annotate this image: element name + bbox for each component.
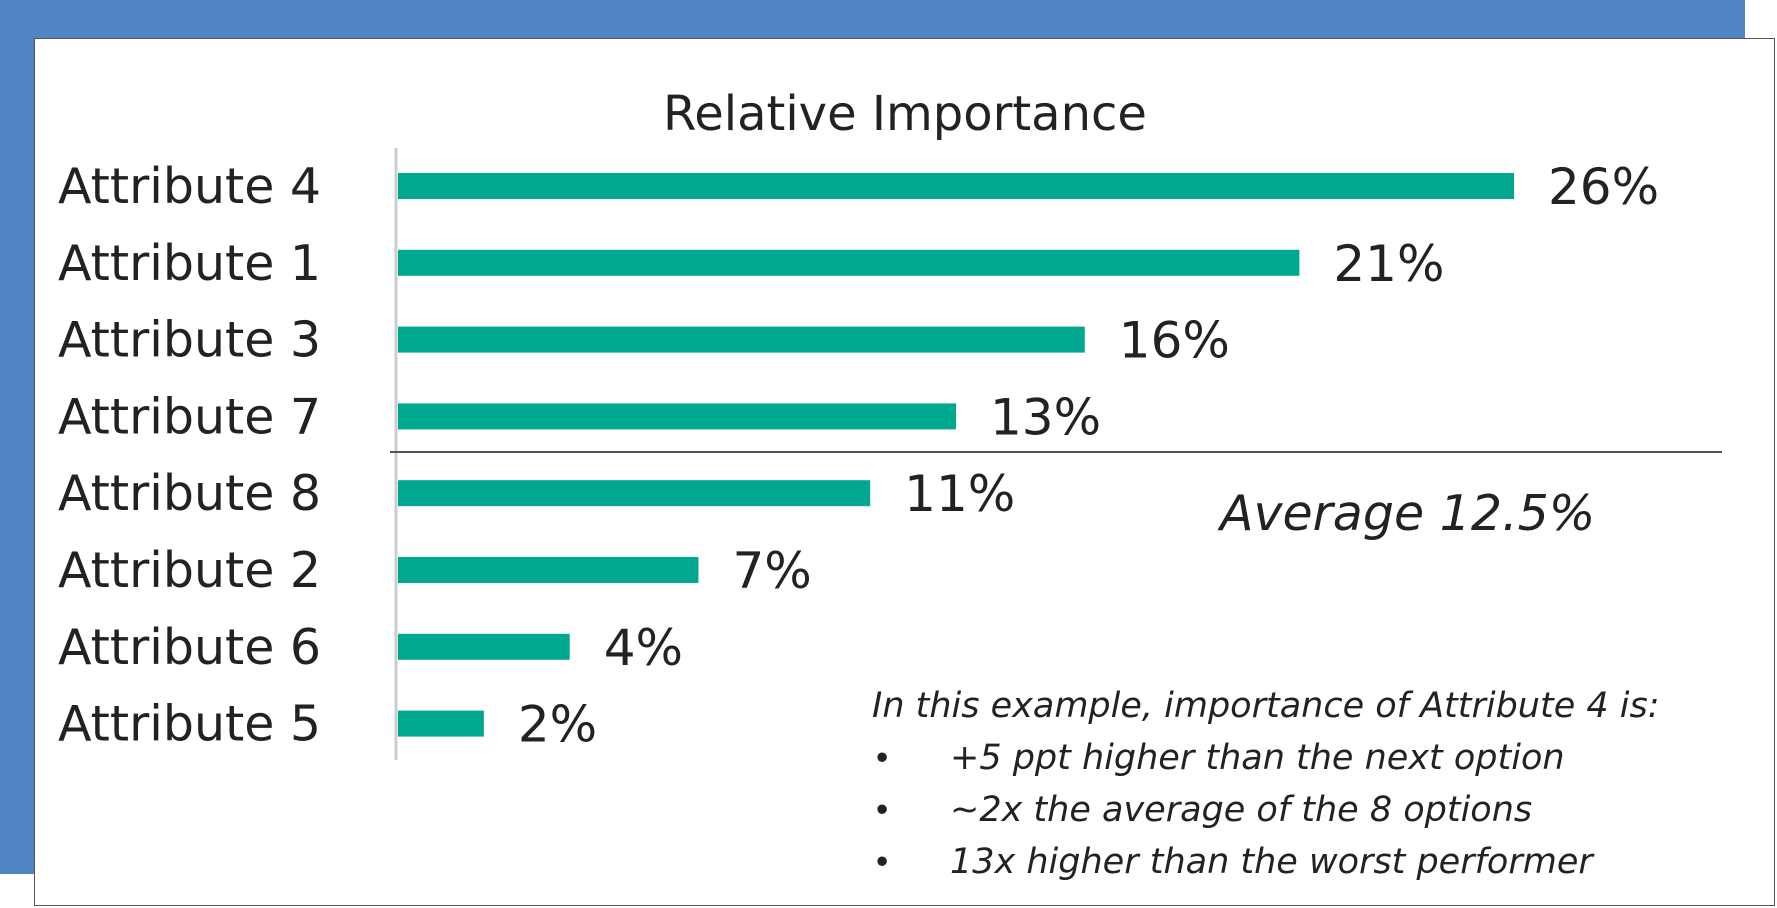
average-label: Average 12.5% <box>1217 485 1595 542</box>
category-label: Attribute 6 <box>58 619 321 676</box>
value-label: 2% <box>518 696 597 754</box>
value-label: 4% <box>604 619 683 677</box>
category-label: Attribute 2 <box>58 542 321 599</box>
note-bullet-text: 13x higher than the worst performer <box>950 842 1593 882</box>
bullet-icon: • <box>876 842 889 882</box>
value-label: 21% <box>1333 235 1444 293</box>
category-label: Attribute 3 <box>58 312 321 369</box>
bar <box>398 710 484 737</box>
note-bullet: • ~2x the average of the 8 options <box>872 784 1772 836</box>
value-label: 16% <box>1119 312 1230 370</box>
note-bullet-list: • +5 ppt higher than the next option • ~… <box>872 732 1772 888</box>
value-label: 11% <box>904 465 1015 523</box>
chart-title: Relative Importance <box>663 86 1147 142</box>
note-bullet-text: +5 ppt higher than the next option <box>950 738 1565 778</box>
insight-note: In this example, importance of Attribute… <box>872 680 1772 888</box>
note-bullet: • 13x higher than the worst performer <box>872 836 1772 888</box>
category-label: Attribute 8 <box>58 465 321 522</box>
bullet-icon: • <box>876 738 889 778</box>
bullet-icon: • <box>876 790 889 830</box>
bar <box>398 249 1300 276</box>
category-label: Attribute 7 <box>58 388 321 445</box>
bar <box>398 633 570 660</box>
bar <box>398 173 1514 199</box>
note-heading: In this example, importance of Attribute… <box>872 686 1660 726</box>
category-label: Attribute 5 <box>58 696 321 753</box>
note-bullet: • +5 ppt higher than the next option <box>872 732 1772 784</box>
category-label: Attribute 4 <box>58 158 321 215</box>
bars-group: Attribute 4 26% Attribute 1 21% Attribute 3 1… <box>58 158 1659 754</box>
note-bullet-text: ~2x the average of the 8 options <box>950 790 1533 830</box>
bar <box>398 403 956 430</box>
category-label: Attribute 1 <box>58 235 321 292</box>
bar <box>398 326 1085 353</box>
value-label: 26% <box>1548 158 1659 216</box>
bar <box>398 557 699 583</box>
value-label: 13% <box>990 388 1101 446</box>
bar <box>398 480 871 507</box>
value-label: 7% <box>732 542 811 600</box>
